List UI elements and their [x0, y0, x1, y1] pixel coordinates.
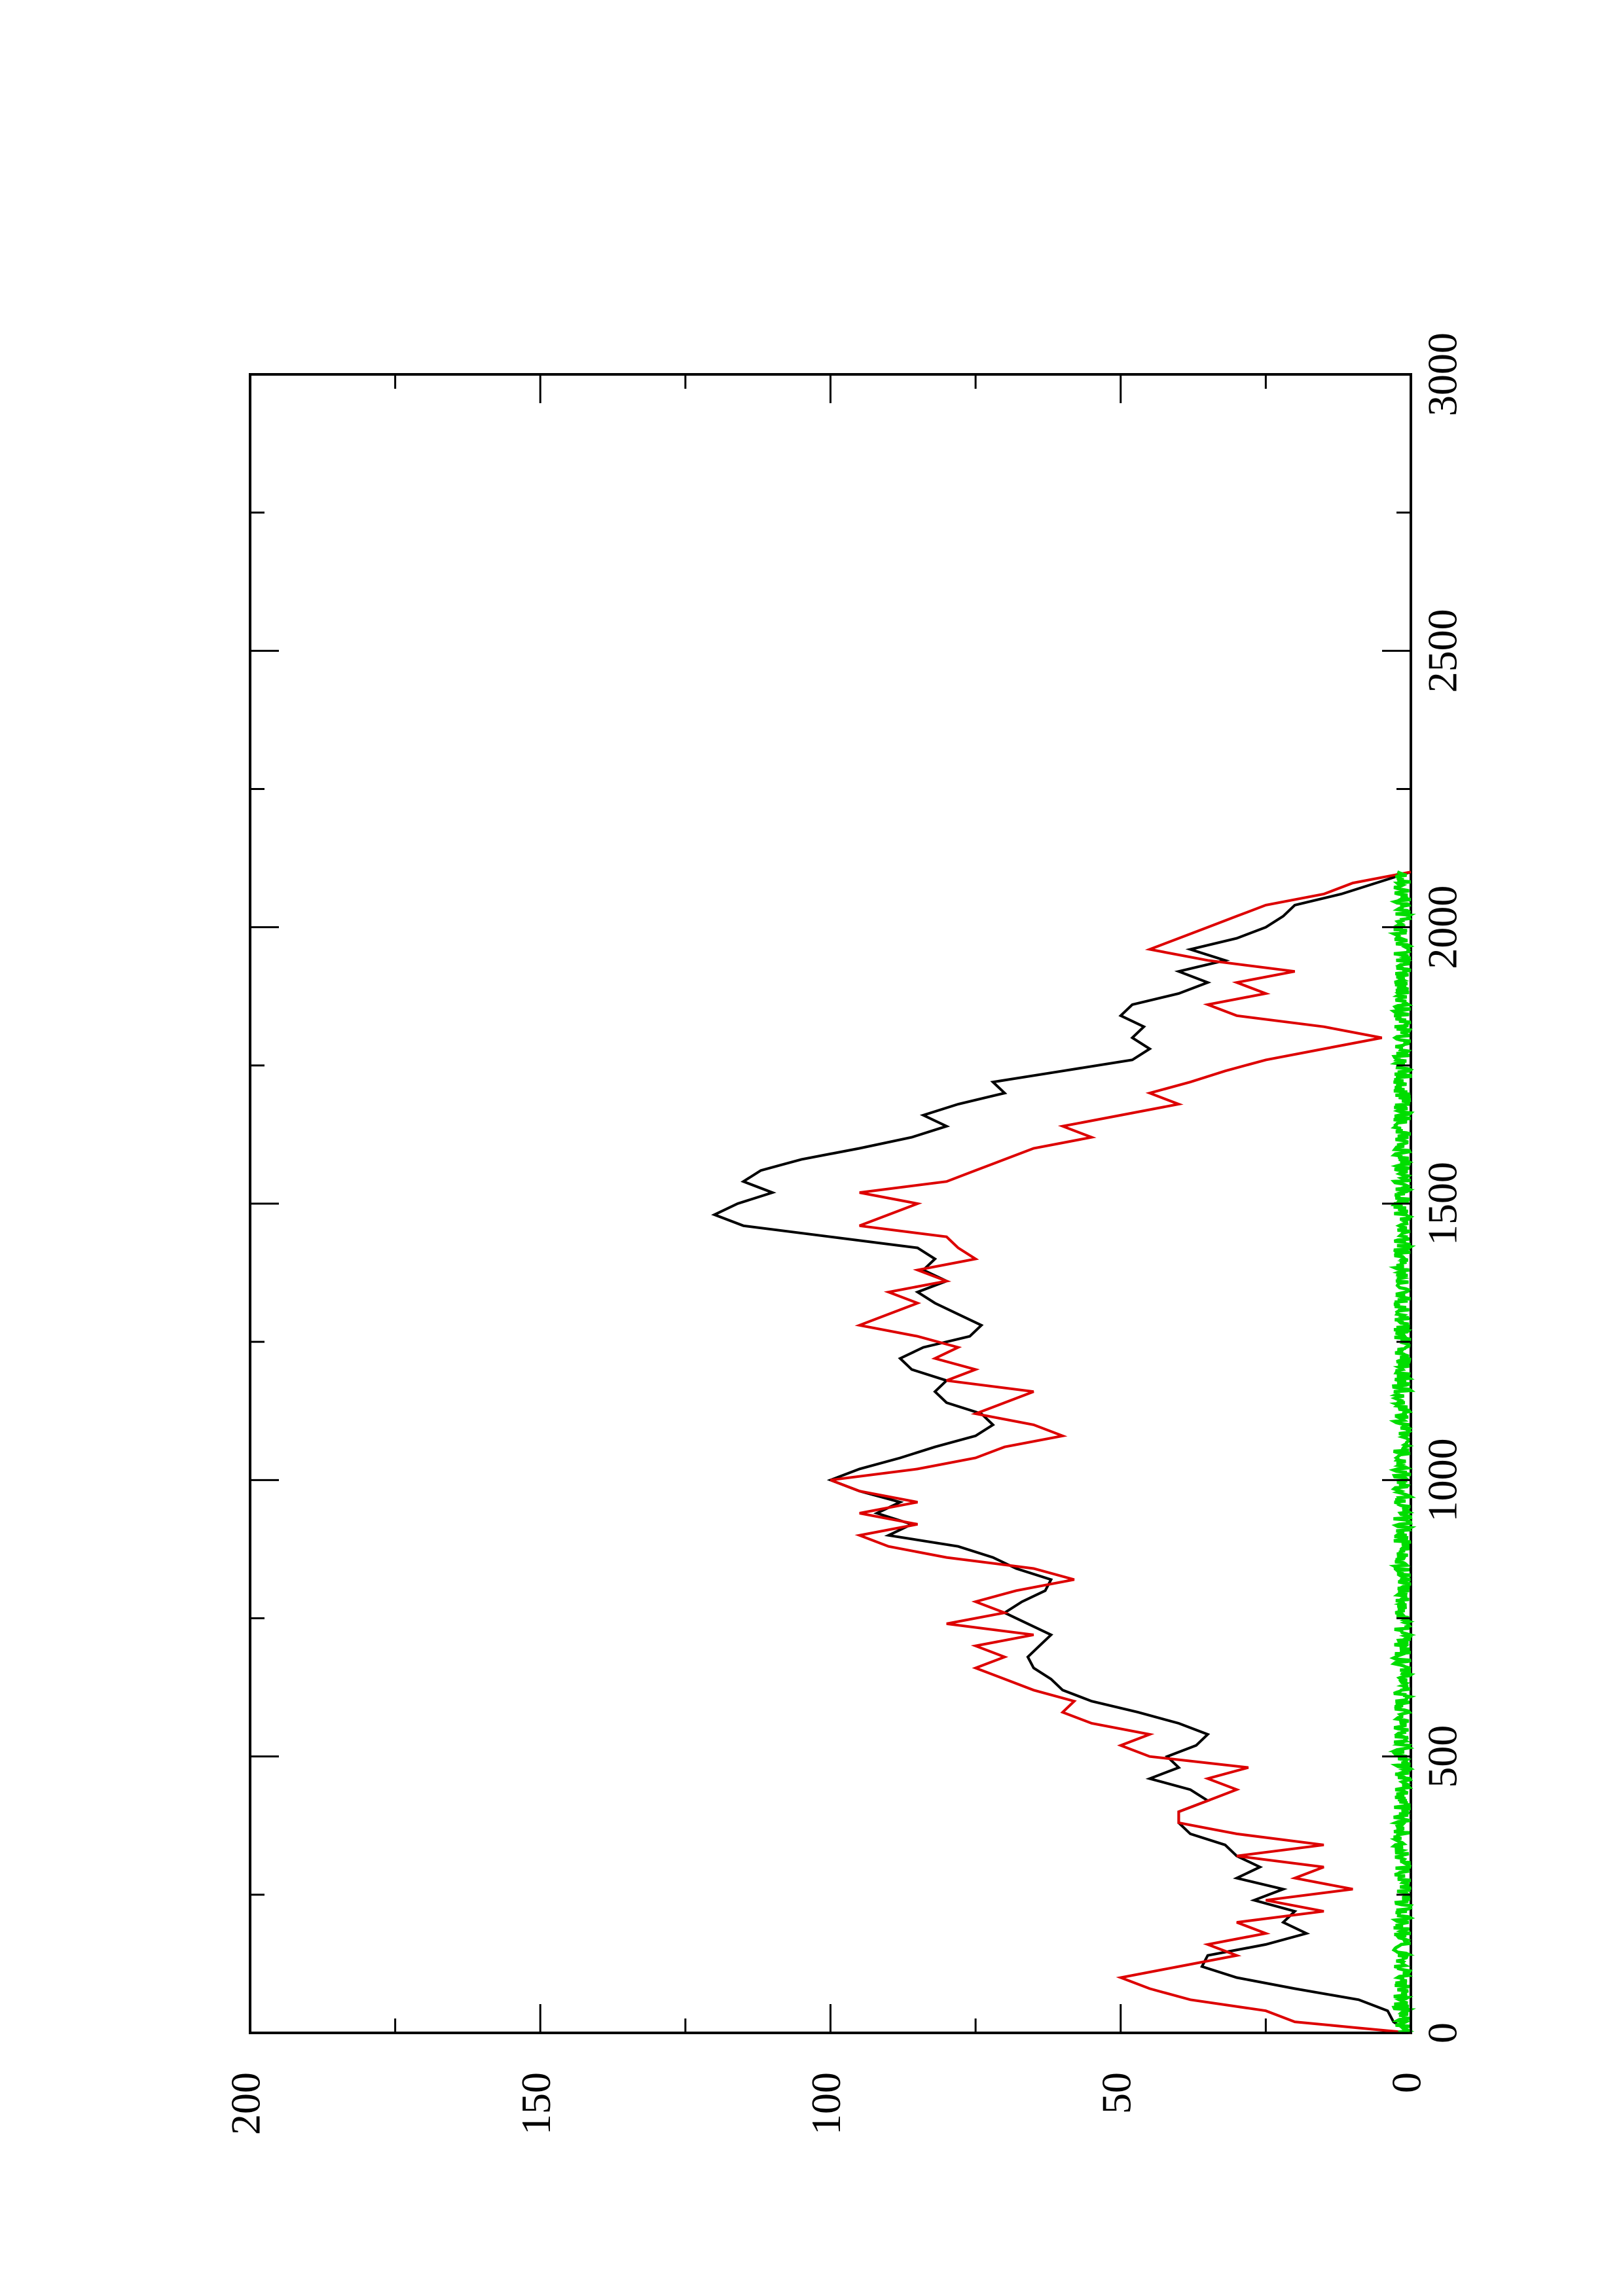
y-tick-label-200: 200 — [223, 2072, 269, 2135]
x-tick-label-2500: 2500 — [1419, 609, 1466, 692]
x-tick-label-1500: 1500 — [1419, 1162, 1466, 1246]
x-tick-label-2000: 2000 — [1419, 886, 1466, 969]
y-tick-label-100: 100 — [803, 2072, 849, 2135]
y-tick-label-50: 50 — [1093, 2072, 1139, 2114]
series-line-1 — [711, 870, 1412, 2034]
y-tick-label-150: 150 — [513, 2072, 559, 2135]
x-tick-label-0: 0 — [1419, 2022, 1466, 2043]
x-tick-label-1000: 1000 — [1419, 1438, 1466, 1522]
x-tick-label-3000: 3000 — [1419, 332, 1466, 416]
series-line-2 — [830, 870, 1412, 2034]
x-tick-label-500: 500 — [1419, 1725, 1466, 1788]
tick-labels: 0 500 1000 1500 2000 2500 3000 0 50 100 150 200 — [223, 332, 1466, 2135]
ticks-group — [249, 373, 1412, 2034]
series-group — [711, 870, 1417, 2034]
plot-frame — [249, 373, 1412, 2034]
plot-area: 0 500 1000 1500 2000 2500 3000 0 50 100 150 200 — [223, 332, 1466, 2135]
series-line-3 — [1387, 870, 1417, 2034]
y-tick-label-0: 0 — [1383, 2072, 1430, 2093]
